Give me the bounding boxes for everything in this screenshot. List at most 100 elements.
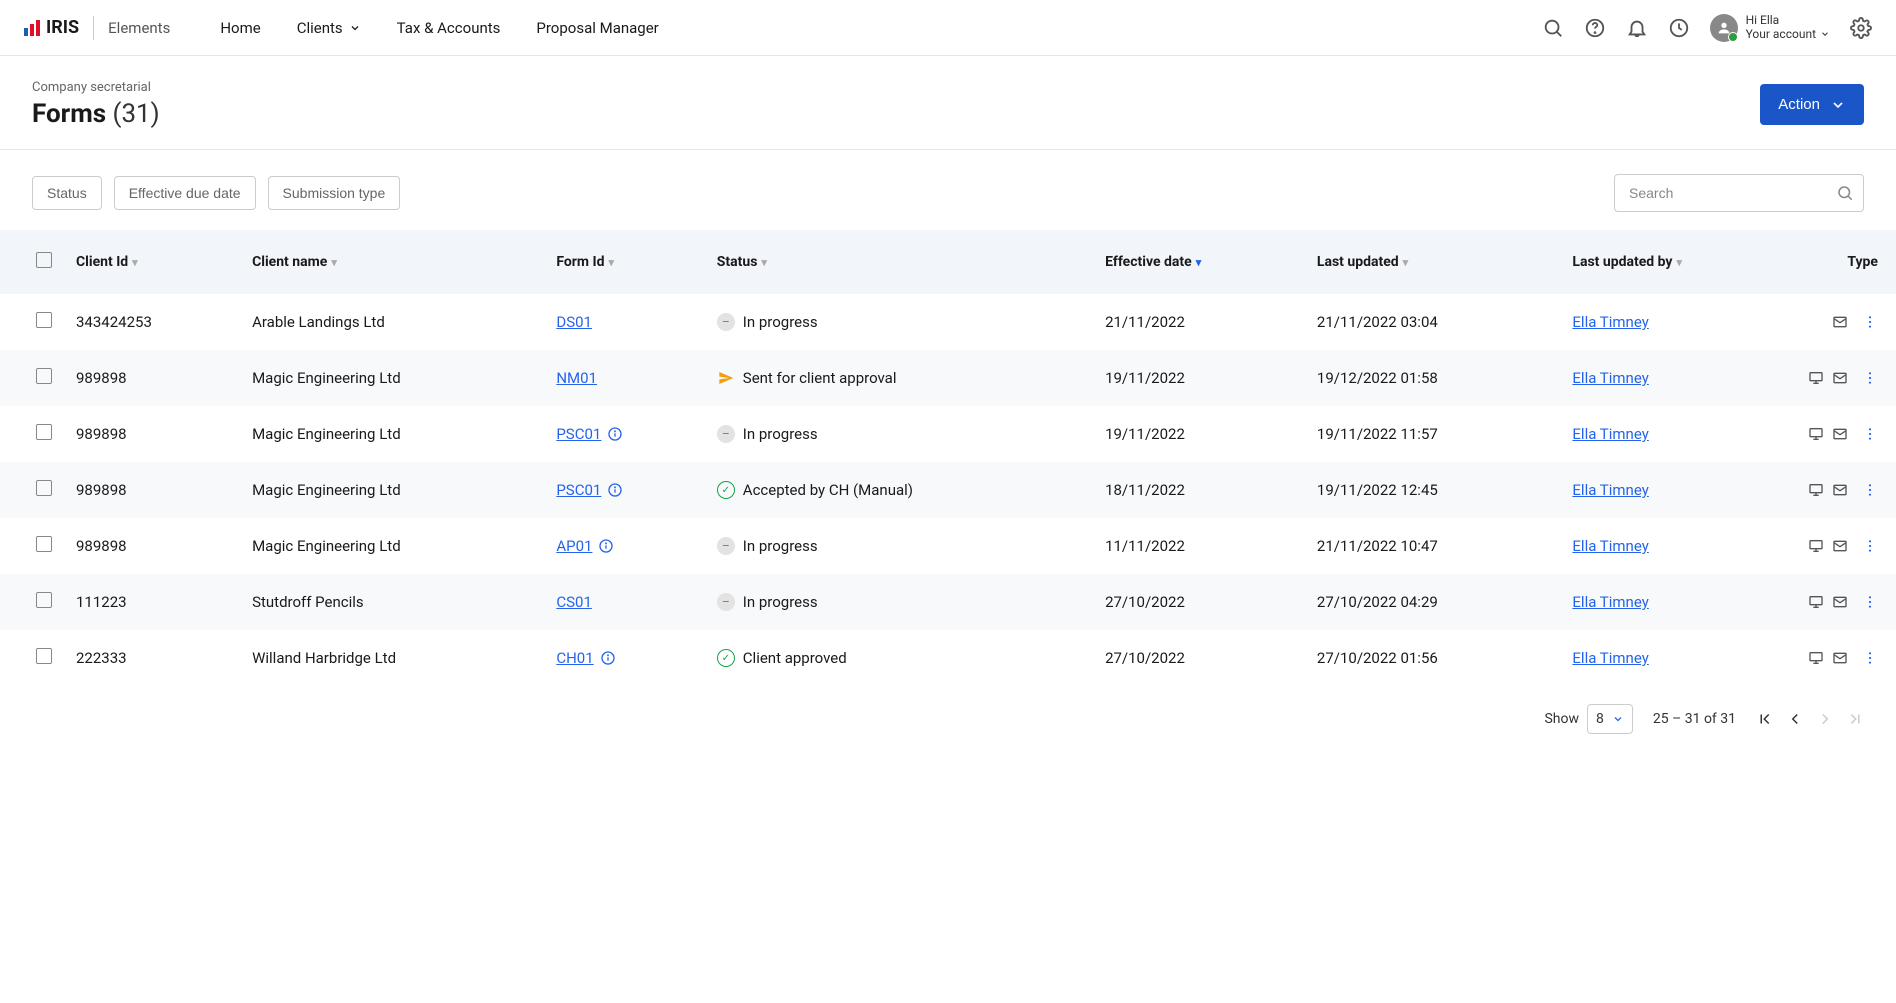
cell-updated: 19/11/2022 12:45 — [1305, 462, 1560, 518]
cell-client-name: Arable Landings Ltd — [240, 294, 544, 350]
cell-effective: 19/11/2022 — [1093, 350, 1305, 406]
row-checkbox[interactable] — [36, 368, 52, 384]
nav-clients-label: Clients — [297, 19, 343, 37]
updated-by-link[interactable]: Ella Timney — [1572, 313, 1648, 331]
col-updated-by[interactable]: Last updated by▾ — [1560, 230, 1796, 294]
cell-effective: 27/10/2022 — [1093, 630, 1305, 686]
col-client-name[interactable]: Client name▾ — [240, 230, 544, 294]
updated-by-link[interactable]: Ella Timney — [1572, 481, 1648, 499]
form-id-link[interactable]: CH01 — [556, 649, 593, 667]
monitor-icon — [1808, 594, 1824, 610]
row-menu-icon[interactable] — [1862, 538, 1878, 554]
nav-proposal[interactable]: Proposal Manager — [536, 19, 658, 37]
cell-effective: 19/11/2022 — [1093, 406, 1305, 462]
row-menu-icon[interactable] — [1862, 594, 1878, 610]
avatar — [1710, 14, 1738, 42]
status-progress-icon: – — [717, 313, 735, 331]
col-client-id[interactable]: Client Id▾ — [64, 230, 240, 294]
form-id-link[interactable]: DS01 — [556, 313, 592, 331]
cell-client-name: Willand Harbridge Ltd — [240, 630, 544, 686]
row-checkbox[interactable] — [36, 480, 52, 496]
updated-by-link[interactable]: Ella Timney — [1572, 537, 1648, 555]
form-id-link[interactable]: AP01 — [556, 537, 592, 555]
col-type: Type — [1796, 230, 1896, 294]
updated-by-link[interactable]: Ella Timney — [1572, 593, 1648, 611]
info-icon — [607, 482, 623, 498]
col-form-id[interactable]: Form Id▾ — [544, 230, 704, 294]
updated-by-link[interactable]: Ella Timney — [1572, 649, 1648, 667]
chevron-down-icon — [1830, 97, 1846, 113]
row-menu-icon[interactable] — [1862, 426, 1878, 442]
form-id-link[interactable]: CS01 — [556, 593, 592, 611]
search-icon[interactable] — [1542, 17, 1564, 39]
page-header: Company secretarial Forms (31) Action — [0, 56, 1896, 150]
filter-due-date[interactable]: Effective due date — [114, 176, 256, 210]
row-menu-icon[interactable] — [1862, 314, 1878, 330]
row-checkbox[interactable] — [36, 424, 52, 440]
row-checkbox[interactable] — [36, 592, 52, 608]
mail-icon — [1832, 538, 1848, 554]
status-progress-icon: – — [717, 593, 735, 611]
page-title: Forms (31) — [32, 99, 160, 129]
form-id-link[interactable]: PSC01 — [556, 481, 601, 499]
nav-home[interactable]: Home — [220, 19, 260, 37]
action-label: Action — [1778, 96, 1820, 113]
monitor-icon — [1808, 370, 1824, 386]
cell-client-id: 222333 — [64, 630, 240, 686]
cell-status: Client approved — [743, 649, 847, 667]
cell-status: In progress — [743, 313, 818, 331]
nav-clients[interactable]: Clients — [297, 19, 361, 37]
cell-status: In progress — [743, 537, 818, 555]
filter-submission-type[interactable]: Submission type — [268, 176, 401, 210]
logo[interactable]: IRIS Elements — [24, 16, 170, 40]
page-count: (31) — [113, 99, 160, 129]
row-checkbox[interactable] — [36, 648, 52, 664]
updated-by-link[interactable]: Ella Timney — [1572, 369, 1648, 387]
updated-by-link[interactable]: Ella Timney — [1572, 425, 1648, 443]
row-checkbox[interactable] — [36, 536, 52, 552]
gear-icon[interactable] — [1850, 17, 1872, 39]
brand-name: IRIS — [46, 17, 79, 38]
row-menu-icon[interactable] — [1862, 370, 1878, 386]
action-button[interactable]: Action — [1760, 84, 1864, 125]
row-menu-icon[interactable] — [1862, 650, 1878, 666]
cell-client-id: 989898 — [64, 518, 240, 574]
cell-updated: 27/10/2022 04:29 — [1305, 574, 1560, 630]
chevron-down-icon — [1820, 29, 1830, 39]
nav-tax[interactable]: Tax & Accounts — [397, 19, 501, 37]
search-input[interactable] — [1614, 174, 1864, 212]
account-menu[interactable]: Hi Ella Your account — [1710, 14, 1830, 42]
cell-updated: 27/10/2022 01:56 — [1305, 630, 1560, 686]
status-accepted-icon: ✓ — [717, 481, 735, 499]
topbar: IRIS Elements Home Clients Tax & Account… — [0, 0, 1896, 56]
pagination: Show 8 25 – 31 of 31 — [0, 686, 1896, 758]
col-updated[interactable]: Last updated▾ — [1305, 230, 1560, 294]
clock-icon[interactable] — [1668, 17, 1690, 39]
pager-show-label: Show — [1544, 711, 1579, 727]
filter-bar: Status Effective due date Submission typ… — [0, 150, 1896, 230]
cell-client-name: Stutdroff Pencils — [240, 574, 544, 630]
select-all-checkbox[interactable] — [36, 252, 52, 268]
main-nav: Home Clients Tax & Accounts Proposal Man… — [220, 19, 658, 37]
chevron-down-icon — [1612, 713, 1624, 725]
account-label: Your account — [1746, 28, 1816, 41]
row-checkbox[interactable] — [36, 312, 52, 328]
form-id-link[interactable]: NM01 — [556, 369, 597, 387]
pager-prev[interactable] — [1786, 710, 1804, 728]
form-id-link[interactable]: PSC01 — [556, 425, 601, 443]
cell-status: Accepted by CH (Manual) — [743, 481, 913, 499]
help-icon[interactable] — [1584, 17, 1606, 39]
cell-status: In progress — [743, 593, 818, 611]
bell-icon[interactable] — [1626, 17, 1648, 39]
col-status[interactable]: Status▾ — [705, 230, 1093, 294]
status-sent-icon — [717, 369, 735, 387]
mail-icon — [1832, 314, 1848, 330]
pager-first[interactable] — [1756, 710, 1774, 728]
row-menu-icon[interactable] — [1862, 482, 1878, 498]
col-effective[interactable]: Effective date▾ — [1093, 230, 1305, 294]
logo-icon — [24, 20, 40, 36]
page-size-select[interactable]: 8 — [1587, 704, 1633, 734]
table-row: 989898 Magic Engineering Ltd PSC01 ✓Acce… — [0, 462, 1896, 518]
monitor-icon — [1808, 426, 1824, 442]
filter-status[interactable]: Status — [32, 176, 102, 210]
